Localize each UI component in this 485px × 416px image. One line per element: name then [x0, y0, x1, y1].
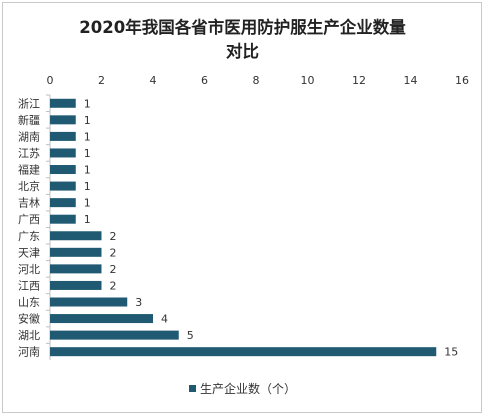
bar [50, 280, 102, 290]
bar [50, 181, 76, 191]
bar [50, 314, 153, 324]
data-label: 2 [110, 230, 117, 243]
category-label: 新疆 [18, 113, 40, 127]
bar [50, 131, 76, 141]
category-label: 湖北 [18, 329, 40, 342]
category-label: 江西 [18, 279, 40, 292]
data-label: 1 [84, 114, 91, 127]
category-label: 河南 [18, 346, 40, 359]
data-label: 2 [110, 279, 117, 292]
category-label: 广东 [18, 230, 40, 243]
chart-title: 2020年我国各省市医用防护服生产企业数量 对比 [0, 16, 485, 64]
data-label: 1 [84, 197, 91, 210]
legend: 生产企业数（个） [0, 380, 485, 397]
category-label: 安徽 [18, 312, 40, 326]
x-tick-label: 10 [301, 74, 315, 87]
x-tick-label: 0 [47, 74, 54, 87]
data-label: 2 [110, 263, 117, 276]
x-tick-label: 16 [455, 74, 469, 87]
bar [50, 98, 76, 108]
x-tick-label: 2 [98, 74, 105, 87]
data-label: 1 [84, 213, 91, 226]
chart-title-line-2: 对比 [226, 42, 259, 61]
x-axis: 0 2 4 6 8 10 12 14 16 [46, 74, 469, 360]
bar [50, 247, 102, 257]
category-label: 天津 [18, 246, 40, 259]
chart-title-line-1: 2020年我国各省市医用防护服生产企业数量 [79, 18, 406, 37]
category-label: 山东 [18, 296, 40, 309]
data-label: 1 [84, 97, 91, 110]
bar [50, 165, 76, 175]
bar [50, 214, 76, 224]
x-tick-label: 8 [253, 74, 260, 87]
bar [50, 198, 76, 208]
legend-label: 生产企业数（个） [199, 382, 296, 396]
bar [50, 297, 128, 307]
bar [50, 231, 102, 241]
x-tick-label: 12 [352, 74, 366, 87]
data-label: 2 [110, 246, 117, 259]
category-label: 北京 [18, 179, 40, 193]
category-label: 河北 [18, 263, 40, 276]
category-label: 湖南 [18, 130, 40, 143]
category-label: 浙江 [18, 97, 40, 110]
x-tick-label: 4 [150, 74, 157, 87]
data-label: 3 [135, 296, 142, 309]
bar [50, 148, 76, 158]
data-labels: 1 1 1 1 1 1 1 1 2 2 2 2 3 4 5 15 [84, 97, 459, 358]
data-label: 1 [84, 164, 91, 177]
data-label: 15 [444, 346, 458, 359]
category-label: 江苏 [18, 147, 40, 160]
bar [50, 330, 179, 340]
bars [50, 98, 437, 357]
category-label: 广西 [18, 213, 40, 226]
legend-swatch [188, 385, 196, 392]
data-label: 1 [84, 130, 91, 143]
category-label: 福建 [18, 163, 40, 177]
data-label: 5 [187, 329, 194, 342]
bar [50, 115, 76, 125]
category-label: 吉林 [18, 196, 40, 210]
data-label: 1 [84, 180, 91, 193]
x-tick-label: 14 [404, 74, 418, 87]
data-label: 1 [84, 147, 91, 160]
bar [50, 347, 437, 357]
bar [50, 264, 102, 274]
data-label: 4 [161, 313, 168, 326]
x-tick-label: 6 [201, 74, 208, 87]
chart-frame [2, 2, 482, 413]
